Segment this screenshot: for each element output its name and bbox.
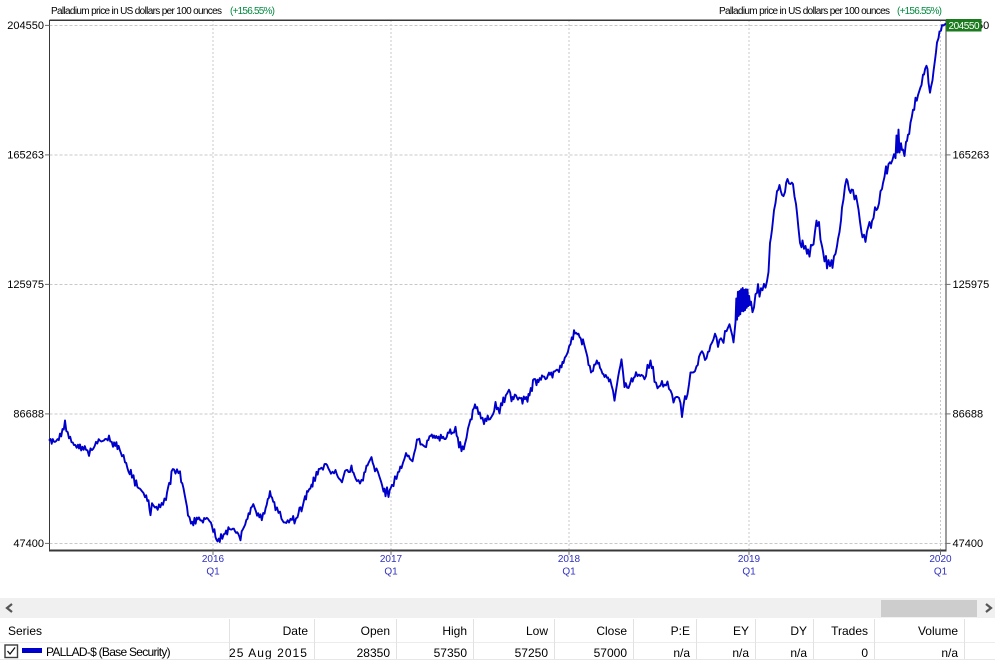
svg-text:Palladium price in US dollars: Palladium price in US dollars per 100 ou… — [51, 6, 222, 17]
svg-text:(+156.55%): (+156.55%) — [897, 6, 942, 17]
svg-text:204550: 204550 — [7, 20, 44, 32]
svg-text:125975: 125975 — [953, 279, 990, 291]
svg-text:86688: 86688 — [13, 408, 44, 420]
svg-text:2019: 2019 — [738, 554, 761, 565]
svg-text:2020: 2020 — [929, 554, 952, 565]
svg-text:86688: 86688 — [953, 408, 984, 420]
svg-text:125975: 125975 — [7, 279, 44, 291]
svg-text:Q1: Q1 — [206, 567, 220, 578]
svg-text:165263: 165263 — [7, 149, 44, 161]
svg-text:(+156.55%): (+156.55%) — [230, 6, 275, 17]
svg-text:165263: 165263 — [953, 149, 990, 161]
svg-text:Palladium price in US dollars: Palladium price in US dollars per 100 ou… — [719, 6, 890, 17]
svg-text:2018: 2018 — [558, 554, 581, 565]
svg-text:Q1: Q1 — [742, 567, 756, 578]
svg-text:2016: 2016 — [202, 554, 225, 565]
svg-text:Q1: Q1 — [934, 567, 948, 578]
svg-text:47400: 47400 — [953, 538, 984, 550]
svg-text:47400: 47400 — [13, 538, 44, 550]
svg-text:Q1: Q1 — [562, 567, 576, 578]
svg-text:Q1: Q1 — [384, 567, 398, 578]
svg-text:2017: 2017 — [380, 554, 403, 565]
svg-text:204550: 204550 — [949, 21, 980, 32]
